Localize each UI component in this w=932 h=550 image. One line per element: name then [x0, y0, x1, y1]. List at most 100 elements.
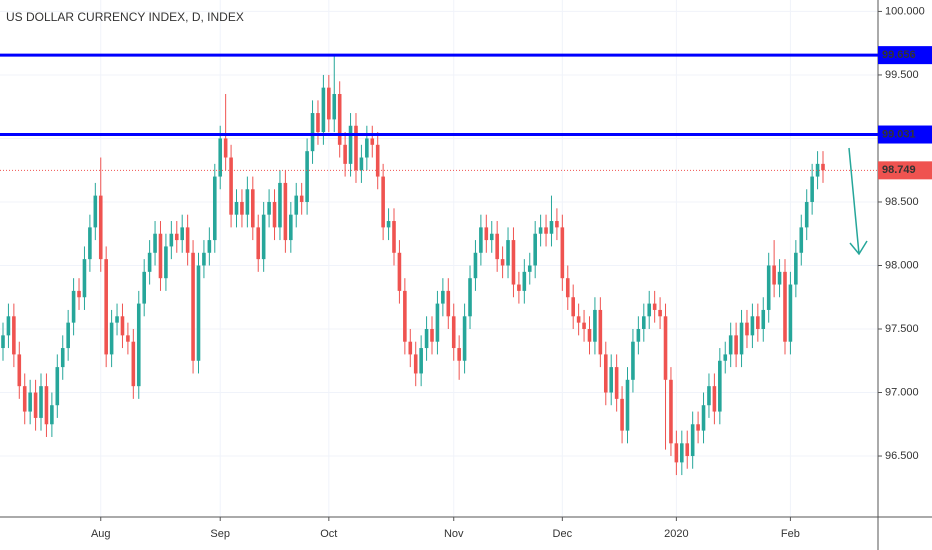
candle-body	[267, 201, 271, 215]
candle-body	[169, 233, 174, 247]
candle-body	[549, 221, 554, 234]
candle-body	[218, 138, 223, 177]
candle-body	[750, 316, 755, 336]
candle-body	[202, 252, 206, 266]
candle-body	[652, 303, 657, 310]
candle-body	[728, 335, 733, 355]
candle-body	[272, 201, 277, 228]
candle-body	[289, 214, 293, 241]
candle-body	[256, 227, 261, 260]
candle-body	[136, 303, 141, 387]
candle-body	[66, 322, 70, 349]
candle-body	[28, 392, 32, 412]
y-tick-label: 98.000	[885, 259, 919, 271]
last-price-box	[878, 161, 932, 180]
candle-body	[457, 348, 461, 361]
candle-body	[761, 309, 766, 329]
candle-body	[327, 87, 331, 120]
candle-body	[229, 157, 233, 215]
x-tick-label: Feb	[781, 528, 800, 540]
candle-body	[147, 252, 152, 272]
candle-body	[756, 316, 760, 329]
candle-body	[131, 341, 136, 387]
candle-body	[674, 443, 679, 463]
candle-body	[392, 221, 396, 253]
candle-body	[669, 379, 673, 444]
candle-body	[71, 290, 76, 323]
candle-body	[745, 322, 749, 336]
arrow-annotation	[848, 147, 868, 256]
candle-body	[441, 290, 445, 304]
candle-body	[734, 335, 738, 355]
candle-body	[332, 94, 337, 120]
candle-body	[766, 265, 771, 310]
x-tick-label: 2020	[664, 528, 688, 540]
candle-body	[109, 322, 114, 355]
candle-body	[479, 227, 483, 253]
candle-body	[799, 227, 804, 253]
candle-body	[680, 443, 684, 463]
candle-body	[316, 113, 320, 133]
candle-body	[408, 341, 413, 355]
candle-body	[631, 341, 635, 380]
candle-body	[446, 290, 451, 317]
candle-body	[582, 322, 586, 329]
candle-body	[365, 138, 369, 158]
candle-body	[777, 271, 782, 285]
candle-body	[370, 138, 375, 145]
candle-body	[196, 265, 201, 361]
candle-body	[386, 221, 391, 228]
candle-body	[381, 176, 385, 228]
candle-body	[240, 201, 244, 215]
chart-title: US DOLLAR CURRENCY INDEX, D, INDEX	[6, 10, 244, 24]
candle-body	[489, 233, 494, 241]
candle-body	[98, 195, 103, 260]
candle-body	[598, 309, 603, 355]
candle-body	[587, 329, 592, 342]
level-label: 99.031	[882, 128, 916, 140]
candle-body	[44, 386, 49, 425]
candle-body	[120, 316, 125, 336]
candle-body	[723, 354, 728, 361]
candle-body	[641, 316, 646, 329]
x-tick-label: Sep	[210, 528, 230, 540]
candle-body	[783, 271, 787, 342]
candle-body	[609, 367, 614, 393]
x-tick-label: Dec	[553, 528, 573, 540]
candle-body	[413, 354, 418, 374]
candle-body	[685, 443, 690, 457]
candle-body	[690, 424, 695, 457]
candle-body	[522, 271, 527, 291]
candle-body	[164, 246, 168, 279]
candle-body	[576, 316, 581, 323]
candle-body	[39, 386, 43, 418]
candle-body	[555, 221, 559, 228]
candle-body	[115, 316, 119, 323]
overlay: 96.50097.00097.50098.00098.50099.00099.5…	[0, 5, 932, 540]
candle-body	[403, 290, 407, 342]
candle-body	[310, 113, 315, 152]
candle-body	[473, 252, 478, 279]
y-tick-label: 98.500	[885, 196, 919, 208]
candle-body	[821, 163, 825, 171]
candle-body	[430, 329, 434, 342]
y-tick-label: 97.000	[885, 386, 919, 398]
candle-body	[126, 335, 130, 342]
candle-body	[571, 297, 575, 317]
level-label-box	[878, 46, 932, 65]
x-tick-label: Aug	[91, 528, 111, 540]
candle-body	[495, 233, 499, 260]
candle-body	[104, 259, 108, 355]
candle-body	[424, 329, 429, 349]
candle-body	[636, 329, 641, 342]
candle-body	[12, 316, 16, 355]
candle-body	[321, 87, 326, 133]
candle-body	[658, 309, 662, 317]
candle-body	[397, 252, 402, 291]
candle-body	[468, 278, 472, 317]
arrow-head	[849, 240, 868, 256]
level-label-box	[878, 125, 932, 144]
